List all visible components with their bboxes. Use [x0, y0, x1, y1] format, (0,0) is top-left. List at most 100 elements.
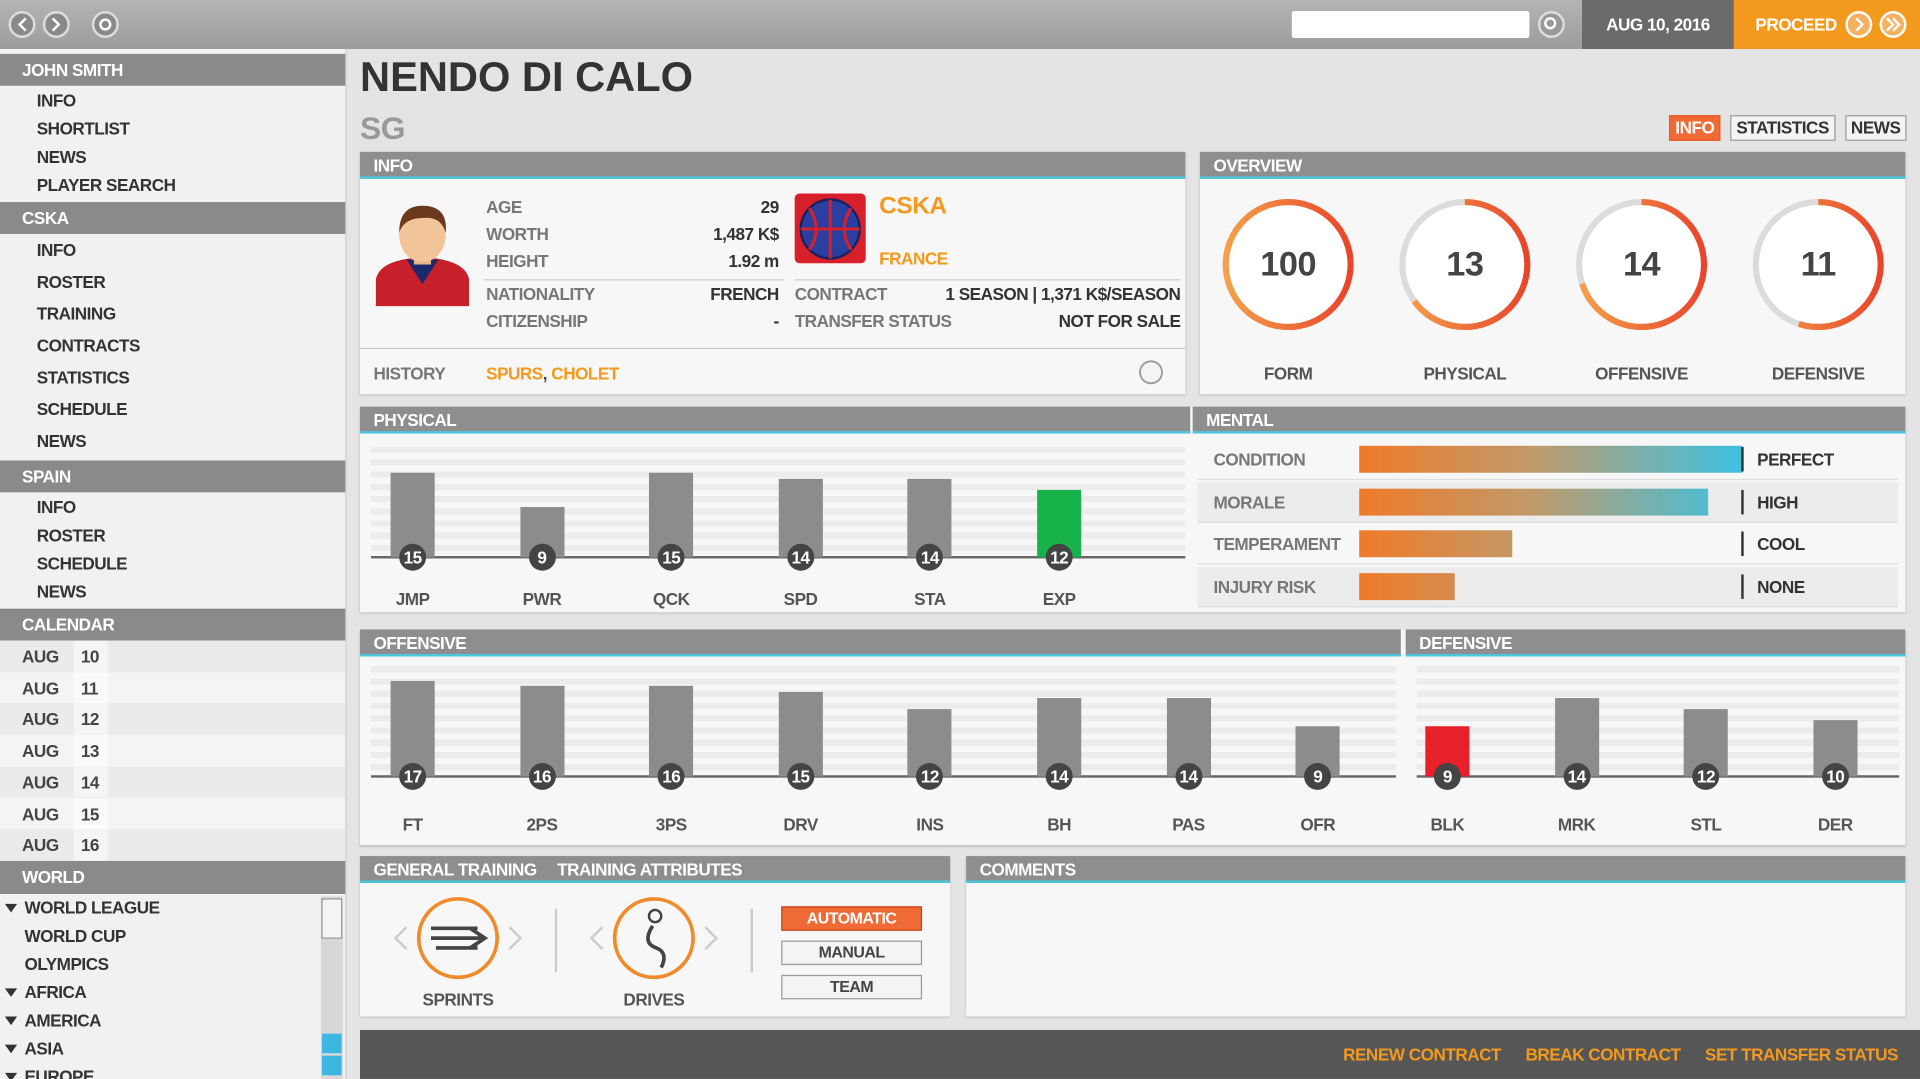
player-name: NENDO DI CALO	[360, 54, 694, 102]
mental-level: NONE	[1757, 576, 1805, 597]
calendar-month[interactable]: AUG	[22, 646, 59, 667]
calendar-day[interactable]: 10	[80, 646, 100, 667]
calendar-month[interactable]: AUG	[22, 772, 59, 793]
attribute-label: 3PS	[655, 814, 687, 835]
calendar-day-cell	[73, 829, 108, 861]
nav-item[interactable]: PLAYER SEARCH	[36, 174, 176, 195]
nav-item[interactable]: INFO	[36, 240, 76, 260]
mode-button[interactable]: TEAM	[781, 974, 923, 1000]
nav-item[interactable]: ROSTER	[36, 271, 106, 292]
attribute-value: 9	[1304, 762, 1332, 790]
nav-item[interactable]: SCHEDULE	[36, 552, 128, 573]
info-value: FRENCH	[710, 284, 779, 304]
calendar-day[interactable]: 16	[80, 835, 100, 856]
calendar-month[interactable]: AUG	[22, 709, 59, 730]
calendar-day[interactable]: 13	[80, 741, 100, 761]
history-club[interactable]: SPURS	[486, 363, 543, 384]
calendar-day-cell	[73, 797, 108, 830]
attribute-label: PAS	[1172, 814, 1205, 835]
divider	[360, 347, 1186, 350]
sidebar-header	[0, 460, 346, 493]
world-item[interactable]: AFRICA	[24, 982, 87, 1003]
attribute-value: 14	[1045, 762, 1073, 790]
nav-item[interactable]: SHORTLIST	[36, 118, 130, 138]
calendar-day-cell	[73, 766, 108, 798]
calendar-day[interactable]: 12	[80, 709, 100, 730]
world-item[interactable]: OLYMPICS	[24, 954, 109, 975]
history-club[interactable]: CHOLET	[551, 363, 619, 384]
panel-title[interactable]: GENERAL TRAINING	[373, 859, 537, 880]
sidebar-header	[0, 608, 346, 641]
attribute-value: 9	[528, 543, 556, 571]
nav-item[interactable]: TRAINING	[36, 303, 116, 324]
attribute-value: 14	[1175, 762, 1202, 790]
nav-item[interactable]: SCHEDULE	[36, 399, 128, 419]
info-label: CITIZENSHIP	[486, 311, 588, 331]
panel-header	[360, 151, 1186, 179]
panel-title[interactable]: TRAINING ATTRIBUTES	[557, 859, 743, 880]
calendar-day[interactable]: 14	[80, 772, 100, 793]
world-item[interactable]: ASIA	[24, 1039, 64, 1059]
nav-item[interactable]: NEWS	[36, 581, 87, 601]
calendar-month[interactable]: AUG	[22, 804, 59, 824]
mental-bar	[1359, 530, 1513, 558]
sidebar-header-title: JOHN SMITH	[22, 60, 123, 80]
nav-item[interactable]: NEWS	[36, 146, 87, 166]
contract-value: NOT FOR SALE	[1058, 311, 1181, 331]
calendar-day[interactable]: 11	[80, 678, 99, 698]
proceed-label[interactable]: PROCEED	[1755, 14, 1837, 35]
nav-item[interactable]: NEWS	[36, 431, 87, 451]
nav-item[interactable]: INFO	[36, 90, 76, 110]
attribute-value: 17	[399, 762, 427, 790]
attribute-label: OFR	[1300, 814, 1336, 835]
mental-separator	[1741, 531, 1744, 557]
nav-item[interactable]: ROSTER	[36, 524, 106, 545]
calendar-day-cell	[73, 640, 108, 672]
mental-bar	[1359, 573, 1456, 601]
calendar-month[interactable]: AUG	[22, 741, 59, 761]
action-link[interactable]: RENEW CONTRACT	[1343, 1044, 1501, 1065]
mode-button[interactable]: AUTOMATIC	[781, 906, 923, 931]
tab[interactable]: NEWS	[1844, 115, 1907, 141]
sidebar-header-title: CSKA	[22, 208, 69, 228]
nav-item[interactable]: STATISTICS	[36, 367, 130, 388]
club-name[interactable]: CSKA	[879, 192, 947, 220]
calendar-row	[0, 640, 346, 672]
sidebar-header-title: WORLD	[22, 867, 85, 888]
world-item[interactable]: WORLD CUP	[24, 926, 126, 946]
history-list: SPURS, CHOLET	[486, 364, 619, 384]
action-link[interactable]: SET TRANSFER STATUS	[1705, 1044, 1898, 1065]
rating-label: FORM	[1263, 363, 1313, 384]
info-label: AGE	[486, 197, 522, 217]
nav-item[interactable]: INFO	[36, 496, 76, 517]
calendar-month[interactable]: AUG	[22, 678, 59, 698]
nav-item[interactable]: CONTRACTS	[36, 335, 141, 356]
rating-label: PHYSICAL	[1423, 363, 1507, 384]
mental-label: TEMPERAMENT	[1213, 534, 1341, 555]
calendar-row	[0, 734, 346, 767]
attribute-value: 14	[1563, 762, 1591, 790]
attribute-label: STL	[1690, 814, 1722, 835]
attribute-label: SPD	[783, 589, 818, 609]
calendar-month[interactable]: AUG	[22, 835, 59, 856]
panel-header	[1405, 629, 1906, 657]
tab[interactable]: INFO	[1669, 115, 1721, 141]
expand-triangle	[4, 1016, 18, 1026]
date: AUG 10, 2016	[1606, 14, 1710, 35]
divider	[483, 279, 784, 281]
expand-triangle	[4, 904, 18, 913]
tab[interactable]: STATISTICS	[1730, 115, 1836, 141]
expand-triangle	[4, 1073, 18, 1079]
drill-label: SPRINTS	[422, 989, 494, 1010]
calendar-row	[0, 766, 346, 798]
rating-value: 100	[1260, 244, 1317, 283]
mode-button[interactable]: MANUAL	[781, 940, 923, 966]
world-item[interactable]: WORLD LEAGUE	[24, 898, 160, 918]
panel	[360, 151, 1186, 395]
world-item[interactable]: AMERICA	[24, 1010, 102, 1031]
world-item[interactable]: EUROPE	[24, 1067, 94, 1079]
calendar-day[interactable]: 15	[80, 804, 100, 824]
calendar-row	[0, 703, 346, 735]
attribute-bar	[390, 472, 435, 558]
action-link[interactable]: BREAK CONTRACT	[1525, 1044, 1681, 1065]
